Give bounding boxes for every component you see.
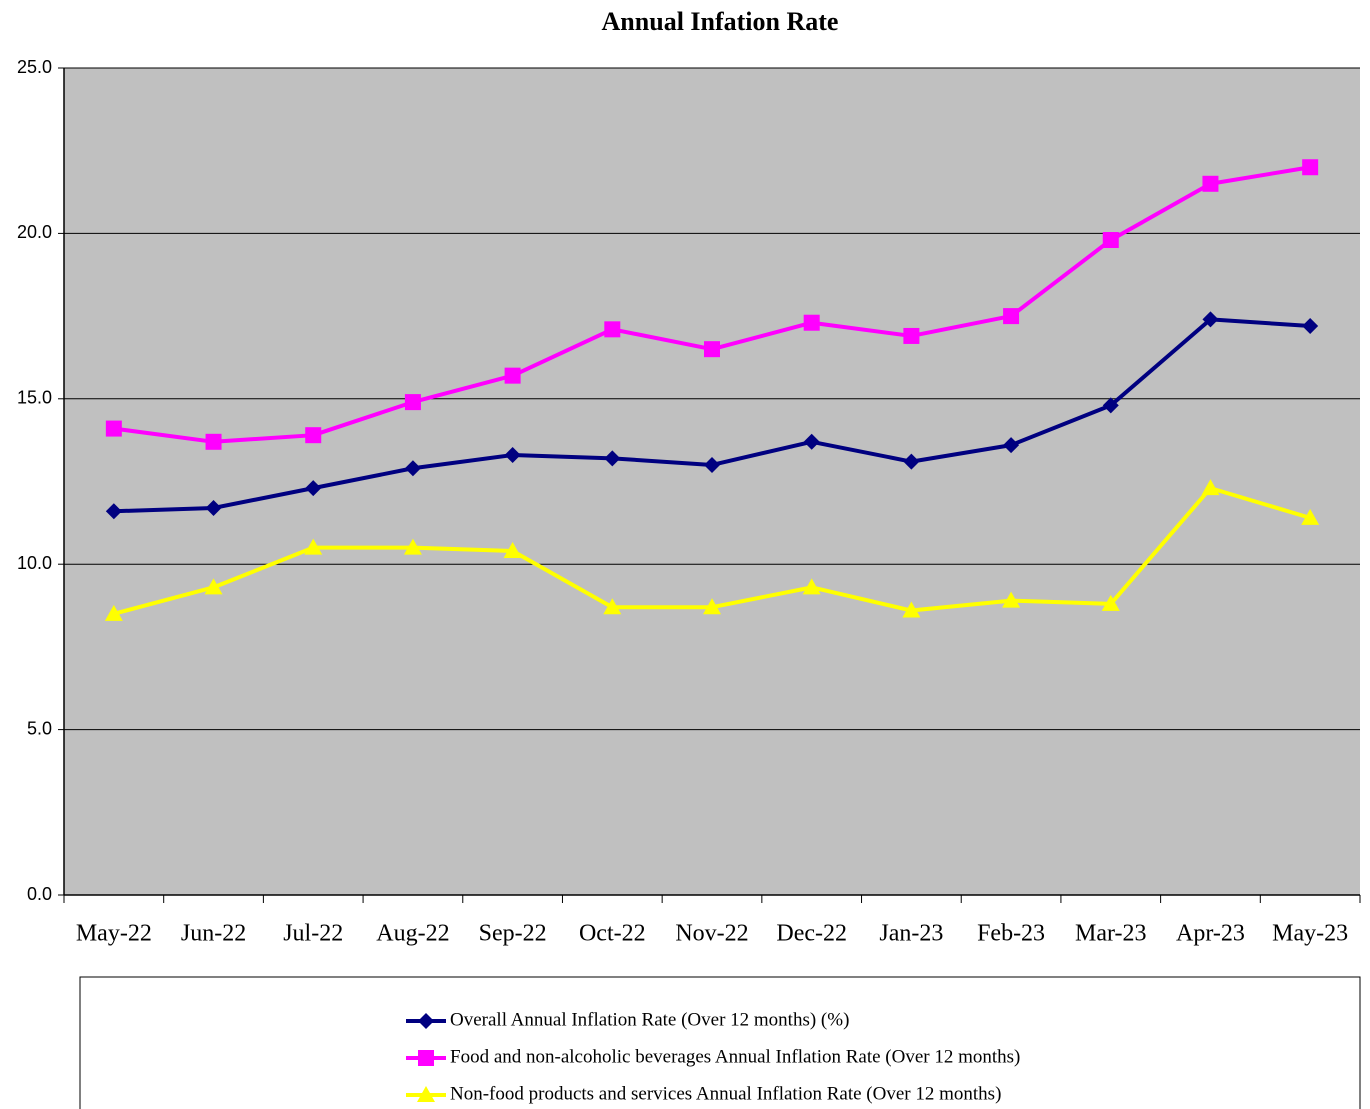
- marker: [902, 601, 921, 618]
- legend-label: Food and non-alcoholic beverages Annual …: [450, 1046, 1020, 1067]
- marker: [1302, 318, 1319, 335]
- marker: [1102, 397, 1119, 414]
- x-tick-label: Aug-22: [376, 921, 449, 947]
- marker: [1102, 232, 1119, 249]
- legend-label: Non-food products and services Annual In…: [450, 1083, 1001, 1104]
- y-tick-label: 15.0: [17, 388, 52, 408]
- marker: [803, 433, 820, 450]
- marker: [1201, 479, 1220, 496]
- y-tick-label: 10.0: [17, 553, 52, 573]
- x-tick-label: Feb-23: [977, 921, 1045, 947]
- marker: [704, 341, 720, 358]
- marker: [604, 450, 621, 467]
- marker: [404, 460, 421, 477]
- x-tick-label: May-22: [76, 921, 152, 947]
- marker: [903, 453, 920, 470]
- x-tick-label: Jun-22: [181, 921, 246, 947]
- marker: [703, 598, 721, 615]
- legend-marker: [418, 1050, 434, 1066]
- marker: [1101, 594, 1120, 611]
- x-tick-label: Jul-22: [283, 921, 343, 947]
- x-tick-label: May-23: [1272, 921, 1348, 947]
- plot-area: [64, 68, 1360, 895]
- marker: [205, 433, 222, 450]
- marker: [305, 427, 322, 444]
- x-tick-label: Apr-23: [1176, 921, 1245, 947]
- marker: [604, 321, 621, 338]
- marker: [304, 538, 323, 555]
- y-tick-label: 0.0: [27, 884, 52, 904]
- marker: [1002, 591, 1021, 608]
- marker: [1003, 437, 1020, 454]
- marker: [1301, 508, 1320, 525]
- legend-box: [79, 976, 1361, 1109]
- legend-label: Overall Annual Inflation Rate (Over 12 m…: [450, 1009, 849, 1030]
- marker: [802, 578, 821, 595]
- x-tick-label: Dec-22: [776, 921, 847, 947]
- marker: [205, 499, 222, 516]
- y-tick-label: 20.0: [17, 222, 52, 242]
- marker: [803, 314, 820, 331]
- x-tick-label: Sep-22: [479, 921, 547, 947]
- x-tick-label: Jan-23: [879, 921, 943, 947]
- marker: [305, 480, 322, 497]
- marker: [1302, 159, 1319, 176]
- y-tick-label: 25.0: [17, 57, 52, 77]
- marker: [603, 598, 622, 615]
- legend-marker: [417, 1086, 435, 1102]
- x-tick-label: Nov-22: [675, 921, 748, 947]
- marker: [404, 394, 421, 411]
- marker: [504, 447, 521, 464]
- marker: [104, 604, 123, 621]
- x-tick-label: Mar-23: [1075, 921, 1147, 947]
- marker: [1202, 175, 1219, 192]
- chart-title: Annual Infation Rate: [602, 7, 839, 36]
- y-tick-label: 5.0: [27, 718, 52, 738]
- marker: [105, 503, 122, 520]
- x-tick-label: Oct-22: [579, 921, 646, 947]
- marker: [105, 420, 122, 437]
- marker: [903, 327, 920, 344]
- marker: [204, 578, 223, 595]
- marker: [1202, 311, 1219, 328]
- marker: [1003, 308, 1020, 325]
- legend-marker: [418, 1013, 434, 1029]
- marker: [503, 541, 522, 558]
- marker: [504, 367, 521, 384]
- marker: [403, 538, 422, 555]
- marker: [704, 456, 720, 473]
